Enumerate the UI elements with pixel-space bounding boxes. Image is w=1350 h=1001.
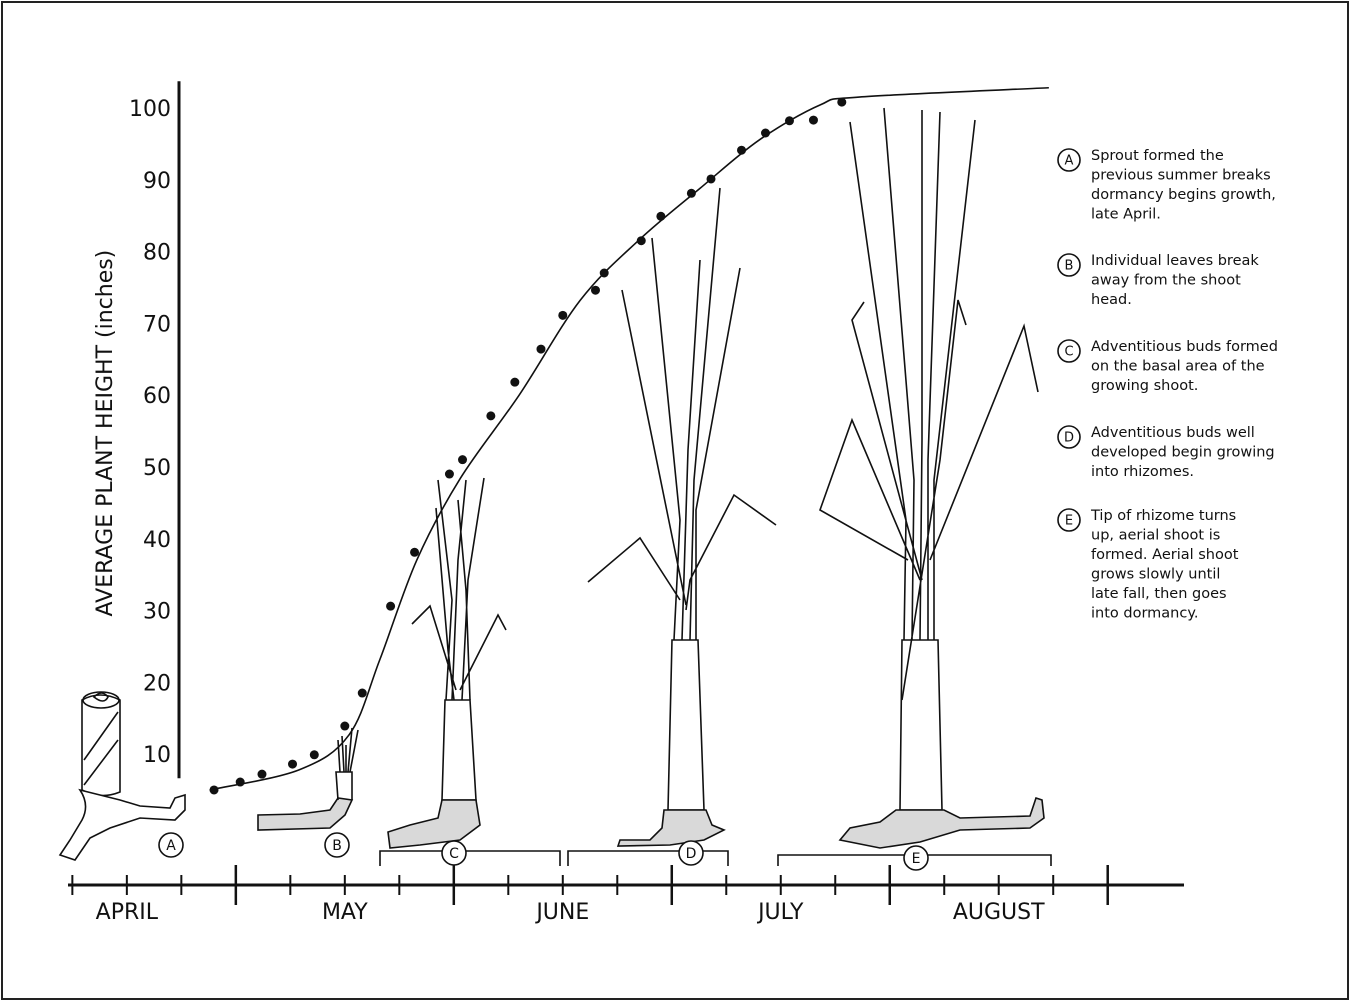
data-point xyxy=(636,236,646,246)
note-text: formed. Aerial shoot xyxy=(1091,547,1239,563)
note-letter: A xyxy=(1065,154,1074,169)
note-letter: B xyxy=(1065,259,1074,274)
data-point xyxy=(590,285,600,295)
note-text: developed begin growing xyxy=(1091,445,1275,461)
data-point xyxy=(558,310,568,320)
data-point xyxy=(357,688,367,698)
plant-sketches xyxy=(58,107,1052,866)
note-circle xyxy=(1057,425,1081,449)
x-tick-label: MAY xyxy=(322,900,368,925)
y-axis-label: AVERAGE PLANT HEIGHT (inches) xyxy=(93,250,118,617)
stage-letter: E xyxy=(912,851,921,867)
note-circle xyxy=(1057,148,1081,172)
note-letter: E xyxy=(1065,514,1073,529)
data-point xyxy=(837,97,847,107)
note-text: late fall, then goes xyxy=(1091,586,1227,602)
note-text: grows slowly until xyxy=(1091,567,1220,583)
note-text: Individual leaves break xyxy=(1091,253,1259,269)
y-tick-label: 80 xyxy=(143,241,171,266)
data-point xyxy=(686,188,696,198)
y-tick-label: 10 xyxy=(143,743,171,768)
note-text: late April. xyxy=(1091,207,1161,223)
data-point xyxy=(458,455,468,465)
note-text: away from the shoot xyxy=(1091,273,1241,289)
stage-letter: B xyxy=(332,838,342,854)
data-point xyxy=(309,750,319,760)
fitted-curve xyxy=(209,86,1049,791)
y-tick-label: 20 xyxy=(143,671,171,696)
data-point xyxy=(486,411,496,421)
data-point xyxy=(410,547,420,557)
stage-letter: A xyxy=(166,838,176,854)
y-tick-label: 40 xyxy=(143,528,171,553)
y-tick-label: 100 xyxy=(129,97,171,122)
note-text: on the basal area of the xyxy=(1091,359,1265,375)
data-point xyxy=(340,721,350,731)
y-tick-label: 90 xyxy=(143,169,171,194)
note-text: up, aerial shoot is xyxy=(1091,528,1220,544)
note-text: Sprout formed the xyxy=(1091,148,1224,164)
stage-circle xyxy=(158,832,184,858)
stage-circle xyxy=(678,840,704,866)
note-text: Adventitious buds well xyxy=(1091,425,1255,441)
note-text: growing shoot. xyxy=(1091,378,1198,394)
note-text: into rhizomes. xyxy=(1091,464,1194,480)
y-tick-label: 70 xyxy=(143,312,171,337)
stage-circle xyxy=(441,840,467,866)
x-tick-label: APRIL xyxy=(96,900,159,925)
x-tick-label: JUNE xyxy=(534,900,589,925)
y-tick-label: 30 xyxy=(143,600,171,625)
stage-letter: C xyxy=(449,846,459,862)
note-circle xyxy=(1057,508,1081,532)
data-point xyxy=(288,759,298,769)
data-point xyxy=(386,601,396,611)
x-tick-label: JULY xyxy=(756,900,804,925)
stage-letter: D xyxy=(686,846,697,862)
note-circle xyxy=(1057,339,1081,363)
data-point xyxy=(761,128,770,138)
note-text: Tip of rhizome turns xyxy=(1090,508,1236,524)
data-point xyxy=(510,377,520,387)
x-tick-label: AUGUST xyxy=(953,900,1045,925)
y-tick-label: 60 xyxy=(143,384,171,409)
note-text: head. xyxy=(1091,292,1132,308)
data-point xyxy=(444,469,454,479)
note-text: Adventitious buds formed xyxy=(1091,339,1278,355)
data-point xyxy=(209,785,219,795)
data-point xyxy=(808,115,818,125)
note-text: previous summer breaks xyxy=(1091,168,1271,184)
stage-circle xyxy=(903,845,929,871)
note-text: dormancy begins growth, xyxy=(1091,187,1276,203)
data-point xyxy=(656,211,666,221)
data-point xyxy=(536,344,546,354)
note-letter: D xyxy=(1064,431,1074,446)
note-circle xyxy=(1057,253,1081,277)
stage-circle xyxy=(324,832,350,858)
note-text: into dormancy. xyxy=(1091,606,1198,622)
y-tick-label: 50 xyxy=(143,456,171,481)
note-letter: C xyxy=(1064,345,1073,360)
data-point xyxy=(257,769,267,779)
